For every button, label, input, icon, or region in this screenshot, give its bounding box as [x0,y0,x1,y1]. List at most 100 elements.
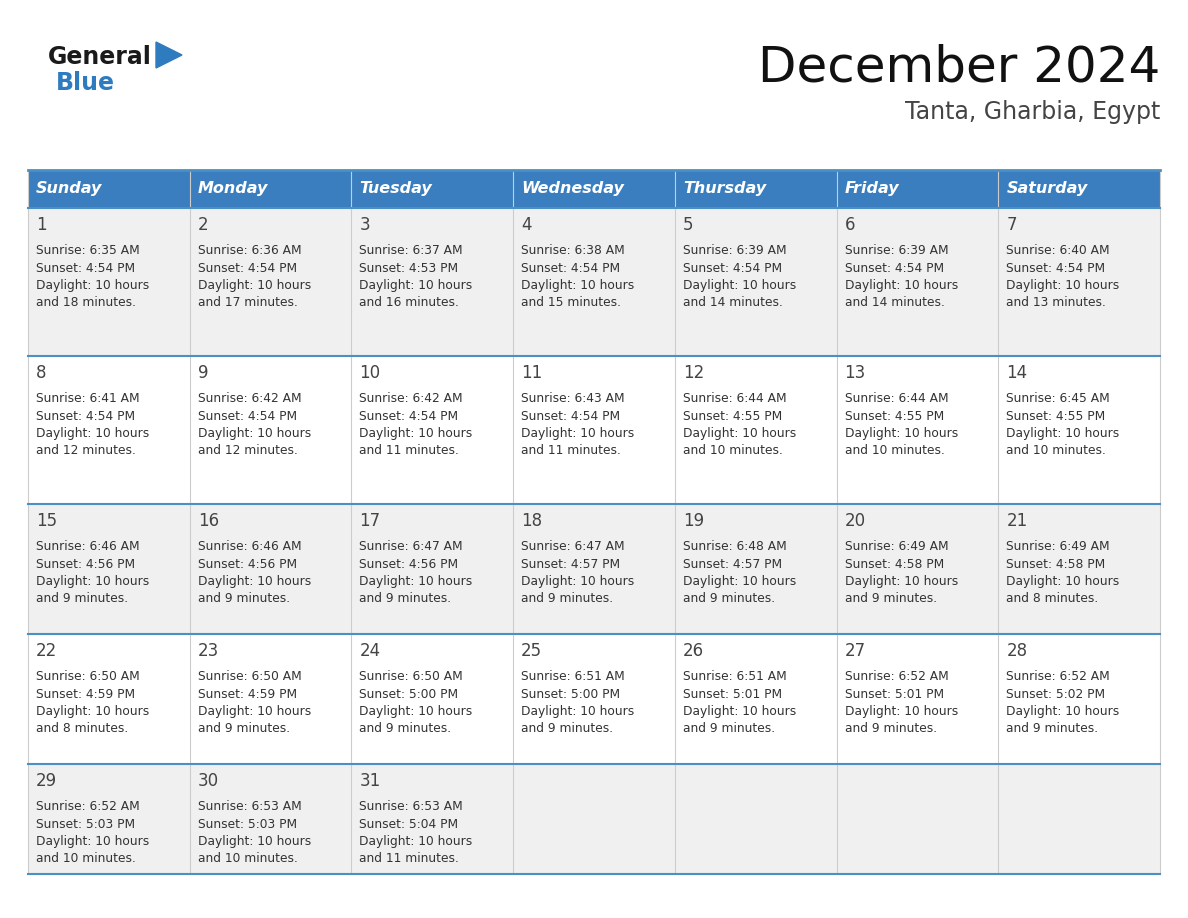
Text: Daylight: 10 hours: Daylight: 10 hours [683,705,796,718]
Text: and 9 minutes.: and 9 minutes. [360,722,451,735]
Text: and 13 minutes.: and 13 minutes. [1006,297,1106,309]
Text: Sunrise: 6:53 AM: Sunrise: 6:53 AM [197,800,302,813]
Text: 24: 24 [360,642,380,660]
Bar [29,504,190,634]
Bar [836,764,998,874]
Bar [513,356,675,504]
Text: Sunrise: 6:52 AM: Sunrise: 6:52 AM [36,800,140,813]
Bar [513,634,675,764]
Text: and 10 minutes.: and 10 minutes. [845,444,944,457]
Bar [675,634,836,764]
Text: Sunrise: 6:50 AM: Sunrise: 6:50 AM [36,670,140,683]
Text: Tanta, Gharbia, Egypt: Tanta, Gharbia, Egypt [904,100,1159,124]
Text: Sunset: 5:04 PM: Sunset: 5:04 PM [360,818,459,831]
Bar [352,634,513,764]
Text: Daylight: 10 hours: Daylight: 10 hours [1006,705,1119,718]
Text: 5: 5 [683,216,694,234]
Text: Sunrise: 6:43 AM: Sunrise: 6:43 AM [522,392,625,405]
Text: and 14 minutes.: and 14 minutes. [683,297,783,309]
Bar [998,208,1159,356]
Text: Saturday: Saturday [1006,182,1087,196]
Text: Sunrise: 6:44 AM: Sunrise: 6:44 AM [683,392,786,405]
Text: Sunrise: 6:42 AM: Sunrise: 6:42 AM [360,392,463,405]
Text: Sunset: 4:55 PM: Sunset: 4:55 PM [683,409,782,422]
Text: Sunset: 5:00 PM: Sunset: 5:00 PM [522,688,620,700]
Text: Sunrise: 6:51 AM: Sunrise: 6:51 AM [683,670,786,683]
Text: and 12 minutes.: and 12 minutes. [36,444,135,457]
Text: Sunset: 5:01 PM: Sunset: 5:01 PM [845,688,943,700]
Bar [352,356,513,504]
Text: and 18 minutes.: and 18 minutes. [36,297,135,309]
Bar [998,764,1159,874]
Text: Daylight: 10 hours: Daylight: 10 hours [522,575,634,588]
Text: Sunset: 4:58 PM: Sunset: 4:58 PM [845,557,943,570]
Text: Sunset: 4:57 PM: Sunset: 4:57 PM [683,557,782,570]
Text: Daylight: 10 hours: Daylight: 10 hours [197,835,311,848]
Text: Sunset: 4:56 PM: Sunset: 4:56 PM [197,557,297,570]
Text: Sunrise: 6:46 AM: Sunrise: 6:46 AM [36,540,140,553]
Text: Daylight: 10 hours: Daylight: 10 hours [522,279,634,292]
Text: Sunrise: 6:48 AM: Sunrise: 6:48 AM [683,540,786,553]
Text: Daylight: 10 hours: Daylight: 10 hours [36,835,150,848]
Text: 4: 4 [522,216,532,234]
Text: Sunset: 4:54 PM: Sunset: 4:54 PM [845,262,943,274]
Text: General: General [48,45,152,69]
Text: 17: 17 [360,512,380,530]
Text: Sunset: 4:54 PM: Sunset: 4:54 PM [522,409,620,422]
Text: 2: 2 [197,216,208,234]
Text: 12: 12 [683,364,704,382]
Text: Sunset: 4:57 PM: Sunset: 4:57 PM [522,557,620,570]
Text: 16: 16 [197,512,219,530]
Text: Sunrise: 6:52 AM: Sunrise: 6:52 AM [845,670,948,683]
Text: Daylight: 10 hours: Daylight: 10 hours [197,575,311,588]
Text: Sunset: 5:03 PM: Sunset: 5:03 PM [36,818,135,831]
Text: and 17 minutes.: and 17 minutes. [197,297,297,309]
Text: Daylight: 10 hours: Daylight: 10 hours [360,575,473,588]
Text: and 12 minutes.: and 12 minutes. [197,444,297,457]
Text: Sunset: 5:01 PM: Sunset: 5:01 PM [683,688,782,700]
Text: Daylight: 10 hours: Daylight: 10 hours [36,575,150,588]
Text: 23: 23 [197,642,219,660]
Text: Sunrise: 6:42 AM: Sunrise: 6:42 AM [197,392,302,405]
Bar [29,764,190,874]
Text: Sunrise: 6:39 AM: Sunrise: 6:39 AM [683,244,786,257]
Text: Sunset: 4:56 PM: Sunset: 4:56 PM [36,557,135,570]
Text: Daylight: 10 hours: Daylight: 10 hours [1006,427,1119,440]
Text: Sunset: 4:58 PM: Sunset: 4:58 PM [1006,557,1106,570]
Text: and 9 minutes.: and 9 minutes. [522,592,613,606]
Bar [675,356,836,504]
Text: Daylight: 10 hours: Daylight: 10 hours [360,705,473,718]
Text: Sunrise: 6:45 AM: Sunrise: 6:45 AM [1006,392,1110,405]
Text: Daylight: 10 hours: Daylight: 10 hours [845,705,958,718]
Polygon shape [156,42,182,68]
Text: Sunrise: 6:47 AM: Sunrise: 6:47 AM [360,540,463,553]
Text: Sunset: 4:54 PM: Sunset: 4:54 PM [36,409,135,422]
Text: Sunset: 4:54 PM: Sunset: 4:54 PM [36,262,135,274]
Text: and 15 minutes.: and 15 minutes. [522,297,621,309]
Bar [190,504,352,634]
Text: Sunrise: 6:35 AM: Sunrise: 6:35 AM [36,244,140,257]
Text: Friday: Friday [845,182,899,196]
Text: Daylight: 10 hours: Daylight: 10 hours [36,279,150,292]
Bar [29,170,1159,208]
Bar [513,208,675,356]
Text: Daylight: 10 hours: Daylight: 10 hours [522,705,634,718]
Text: 27: 27 [845,642,866,660]
Text: Sunset: 4:54 PM: Sunset: 4:54 PM [1006,262,1105,274]
Text: Daylight: 10 hours: Daylight: 10 hours [845,575,958,588]
Text: Daylight: 10 hours: Daylight: 10 hours [683,427,796,440]
Bar [29,208,190,356]
Text: Sunrise: 6:51 AM: Sunrise: 6:51 AM [522,670,625,683]
Text: and 9 minutes.: and 9 minutes. [683,592,775,606]
Bar [836,208,998,356]
Bar [998,356,1159,504]
Text: and 9 minutes.: and 9 minutes. [845,722,936,735]
Text: Wednesday: Wednesday [522,182,624,196]
Text: Daylight: 10 hours: Daylight: 10 hours [360,427,473,440]
Text: Sunday: Sunday [36,182,102,196]
Text: Sunset: 4:56 PM: Sunset: 4:56 PM [360,557,459,570]
Text: and 9 minutes.: and 9 minutes. [197,722,290,735]
Text: 3: 3 [360,216,369,234]
Text: Daylight: 10 hours: Daylight: 10 hours [36,705,150,718]
Text: and 8 minutes.: and 8 minutes. [36,722,128,735]
